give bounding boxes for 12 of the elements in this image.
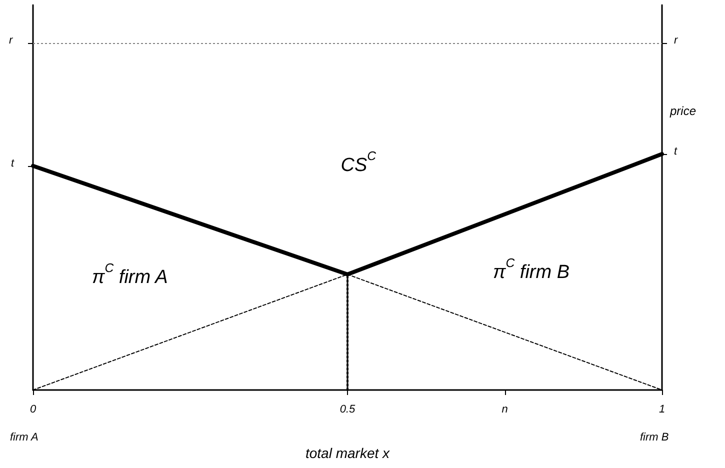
text: firm A [10, 432, 38, 444]
x-tick-label: 0.5 [340, 404, 356, 416]
x-tick-label: 0 [30, 404, 37, 416]
text: r [9, 34, 13, 47]
text: firm B [640, 432, 669, 444]
x-tick-label: n [502, 404, 508, 416]
annotation: t [674, 146, 678, 158]
x-tick-label: 1 [658, 404, 666, 416]
ref-line-label: r [674, 34, 679, 47]
x-axis-title: total market x [305, 445, 391, 461]
y-axis-title: price [669, 104, 696, 118]
annotation: t [11, 157, 15, 170]
